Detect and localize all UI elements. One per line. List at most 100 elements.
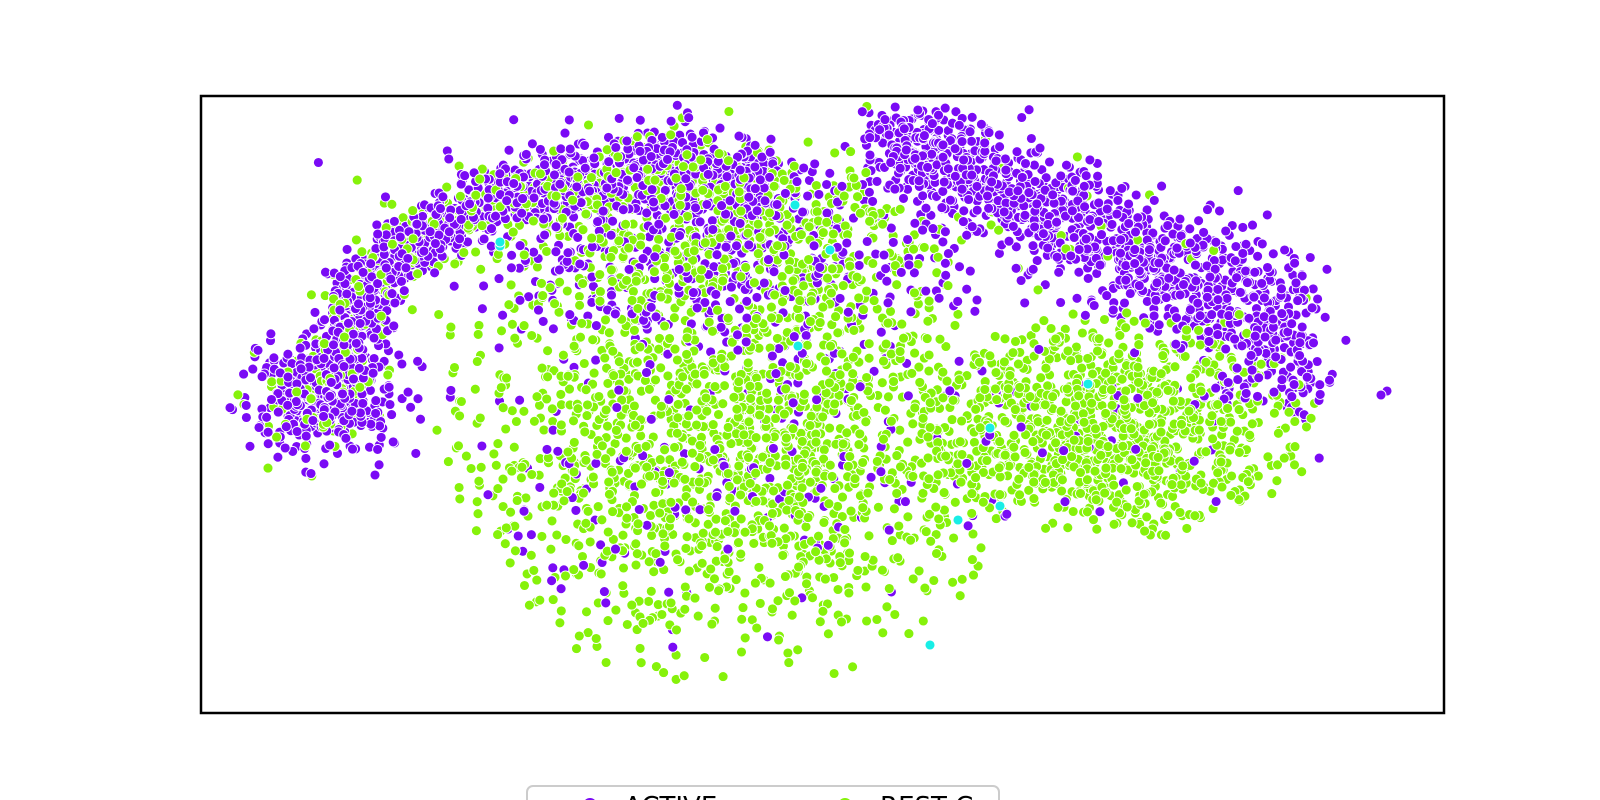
scatter-point-green (1289, 416, 1301, 427)
scatter-point-green (453, 482, 465, 493)
scatter-point-purple (1007, 220, 1019, 232)
scatter-point-purple (765, 133, 777, 145)
scatter-point-green (923, 349, 935, 361)
scatter-point-purple (1232, 185, 1244, 197)
scatter-point-purple (547, 323, 559, 335)
scatter-point-green (1067, 308, 1079, 320)
scatter-point-purple (1011, 146, 1023, 158)
scatter-point-green (580, 208, 592, 220)
scatter-point-green (541, 245, 553, 257)
scatter-point-green (1035, 372, 1047, 384)
scatter-point-purple (1036, 447, 1048, 459)
scatter-point-green (923, 365, 935, 377)
scatter-point-green (1060, 396, 1072, 408)
scatter-point-purple (964, 126, 976, 138)
scatter-point-green (610, 604, 622, 616)
scatter-point-purple (493, 273, 505, 285)
scatter-point-green (792, 644, 804, 656)
scatter-points (224, 99, 1393, 685)
scatter-point-green (822, 272, 833, 284)
scatter-point-green (1266, 488, 1278, 500)
scatter-point-green (497, 473, 509, 485)
scatter-point-green (948, 532, 960, 544)
scatter-point-green (500, 423, 512, 435)
scatter-point-purple (953, 355, 965, 367)
scatter-point-purple (493, 342, 505, 354)
scatter-point-purple (300, 452, 312, 464)
scatter-point-green (431, 424, 443, 436)
scatter-point-purple (482, 489, 494, 501)
scatter-point-purple (448, 280, 460, 292)
scatter-point-green (1226, 470, 1238, 482)
scatter-point-green (1162, 510, 1174, 522)
scatter-point-green (469, 383, 481, 395)
scatter-point-green (499, 538, 511, 550)
scatter-point-green (617, 529, 629, 541)
scatter-point-purple (733, 130, 745, 142)
scatter-point-green (578, 358, 590, 369)
scatter-point-purple (724, 296, 736, 308)
scatter-point-green (800, 521, 812, 533)
scatter-point-green (655, 362, 667, 374)
scatter-point-purple (994, 141, 1006, 153)
scatter-point-purple (1319, 311, 1331, 323)
scatter-point-green (1091, 523, 1103, 535)
scatter-point-green (492, 483, 504, 495)
scatter-point-green (949, 319, 961, 331)
scatter-point-green (861, 615, 873, 627)
scatter-point-green (232, 389, 244, 401)
scatter-point-green (531, 574, 543, 586)
scatter-point-green (1262, 451, 1274, 463)
scatter-point-purple (1130, 189, 1142, 201)
scatter-point-green (1099, 314, 1110, 325)
scatter-point-purple (1184, 223, 1196, 235)
scatter-point-purple (318, 458, 330, 470)
scatter-point-purple (813, 188, 825, 200)
scatter-point-purple (1286, 391, 1298, 403)
scatter-point-purple (393, 349, 405, 361)
scatter-point-green (1056, 485, 1068, 497)
scatter-point-purple (957, 216, 969, 228)
scatter-point-purple (375, 431, 387, 443)
scatter-point-purple (1028, 159, 1040, 171)
scatter-point-green (518, 320, 530, 332)
scatter-point-purple (1276, 374, 1288, 386)
scatter-point-purple (369, 469, 381, 481)
scatter-point-green (554, 276, 566, 288)
scatter-point-purple (1267, 248, 1279, 260)
scatter-point-green (518, 405, 530, 417)
scatter-point-green (266, 376, 278, 388)
scatter-point-purple (889, 101, 901, 113)
scatter-point-purple (371, 219, 383, 231)
scatter-point-green (923, 295, 935, 307)
scatter-point-purple (1261, 209, 1273, 221)
scatter-point-green (818, 444, 830, 456)
scatter-point-green (648, 566, 660, 578)
scatter-point-purple (312, 157, 324, 168)
scatter-point-purple (559, 127, 571, 139)
scatter-point-purple (1020, 158, 1031, 169)
scatter-point-green (787, 275, 799, 287)
scatter-point-green (613, 356, 625, 368)
scatter-point-green (538, 424, 550, 436)
scatter-point-green (1062, 522, 1074, 534)
scatter-point-purple (942, 248, 954, 259)
scatter-point-purple (410, 447, 422, 459)
scatter-point-purple (962, 520, 974, 532)
scatter-point-purple (920, 202, 932, 214)
scatter-point-purple (824, 167, 836, 179)
scatter-point-green (643, 595, 655, 607)
scatter-point-purple (590, 354, 602, 366)
scatter-point-green (709, 602, 721, 614)
scatter-point-purple (1015, 275, 1027, 286)
scatter-point-purple (412, 393, 424, 405)
scatter-point-purple (514, 394, 526, 406)
scatter-point-green (555, 388, 567, 400)
scatter-point-green (496, 325, 507, 337)
scatter-point-green (798, 280, 810, 292)
scatter-point-green (854, 428, 866, 440)
scatter-point-green (918, 241, 930, 253)
scatter-point-green (876, 377, 888, 389)
scatter-point-purple (373, 459, 385, 471)
